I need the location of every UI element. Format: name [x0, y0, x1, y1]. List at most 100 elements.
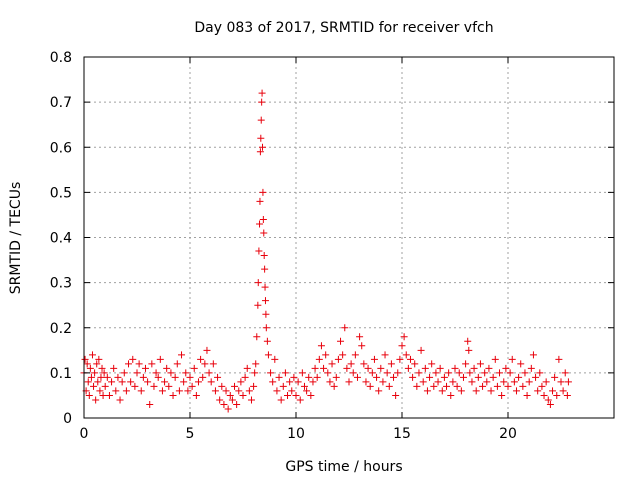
x-tick-label: 0 [80, 426, 89, 442]
data-point [383, 369, 391, 377]
data-point [294, 378, 302, 386]
data-point [489, 373, 497, 381]
y-tick-label: 0.7 [50, 95, 72, 111]
y-tick-label: 0.5 [50, 185, 72, 201]
data-point [332, 373, 340, 381]
data-point [271, 355, 279, 363]
data-point [218, 382, 226, 390]
data-point [264, 351, 272, 359]
data-point [146, 400, 154, 408]
data-point [169, 391, 177, 399]
data-point [385, 382, 393, 390]
data-point [194, 378, 202, 386]
data-point [553, 391, 561, 399]
axis-ticks [83, 56, 614, 419]
data-point [529, 351, 537, 359]
data-point [315, 355, 323, 363]
data-point [561, 369, 569, 377]
data-point [158, 387, 166, 395]
data-point [521, 369, 529, 377]
data-point [440, 373, 448, 381]
data-point [470, 364, 478, 372]
data-point [245, 387, 253, 395]
data-point [555, 355, 563, 363]
data-point [370, 355, 378, 363]
data-point [262, 324, 270, 332]
data-point [334, 355, 342, 363]
data-point [96, 387, 104, 395]
data-point [260, 229, 268, 237]
data-point [559, 387, 567, 395]
data-point [239, 391, 247, 399]
data-point [358, 342, 366, 350]
data-point [205, 369, 213, 377]
data-point [120, 369, 128, 377]
data-point [465, 346, 473, 354]
data-point [161, 378, 169, 386]
data-point [171, 373, 179, 381]
data-point [451, 364, 459, 372]
data-point [256, 148, 264, 156]
data-point [564, 378, 572, 386]
data-point [421, 364, 429, 372]
data-point [267, 369, 275, 377]
data-point [91, 369, 99, 377]
data-point [557, 378, 565, 386]
data-point [92, 396, 100, 404]
data-point [178, 351, 186, 359]
data-point [434, 378, 442, 386]
data-point [381, 351, 389, 359]
data-point [443, 382, 451, 390]
data-point [237, 378, 245, 386]
data-point [84, 378, 92, 386]
data-point [436, 364, 444, 372]
data-point [93, 360, 101, 368]
data-point [199, 373, 207, 381]
data-point [483, 378, 491, 386]
data-point [259, 143, 267, 151]
data-point [387, 360, 395, 368]
data-point [307, 391, 315, 399]
data-point [485, 364, 493, 372]
data-point [131, 382, 139, 390]
data-point [243, 364, 251, 372]
data-point [549, 387, 557, 395]
data-point [256, 197, 264, 205]
data-point [252, 360, 260, 368]
data-point [203, 346, 211, 354]
data-point [231, 382, 239, 390]
data-point [375, 387, 383, 395]
data-point [305, 373, 313, 381]
data-point [186, 373, 194, 381]
data-point [517, 360, 525, 368]
data-point [544, 396, 552, 404]
data-point [83, 360, 91, 368]
data-point [519, 382, 527, 390]
data-point [430, 382, 438, 390]
data-point [139, 373, 147, 381]
data-point [296, 396, 304, 404]
data-point [447, 391, 455, 399]
data-point [284, 391, 292, 399]
data-point [211, 387, 219, 395]
data-point [390, 373, 398, 381]
data-point [133, 369, 141, 377]
data-point [320, 364, 328, 372]
data-point [224, 405, 232, 413]
data-point [445, 369, 453, 377]
data-point [87, 373, 95, 381]
data-point [356, 333, 364, 341]
data-point [481, 369, 489, 377]
data-point [432, 369, 440, 377]
data-point [253, 333, 261, 341]
data-point [347, 360, 355, 368]
data-point [468, 378, 476, 386]
data-point [122, 387, 130, 395]
data-point [330, 382, 338, 390]
y-tick-label: 0.4 [50, 231, 72, 247]
data-point [88, 351, 96, 359]
data-point [349, 369, 357, 377]
data-point [228, 396, 236, 404]
data-point [141, 364, 149, 372]
data-point [417, 346, 425, 354]
